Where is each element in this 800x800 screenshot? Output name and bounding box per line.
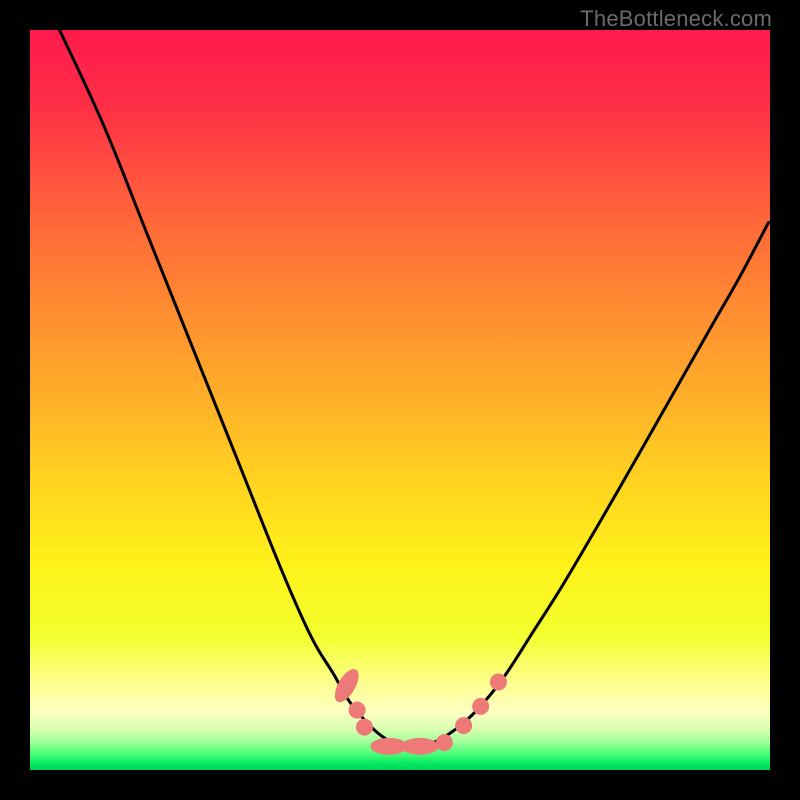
marker-dot-4 — [402, 738, 438, 754]
marker-dot-0 — [331, 666, 363, 705]
marker-dot-7 — [473, 698, 489, 714]
marker-dot-6 — [456, 718, 472, 734]
marker-dot-2 — [356, 719, 372, 735]
marker-dot-1 — [349, 702, 365, 718]
bottleneck-markers — [0, 0, 800, 800]
marker-dot-8 — [490, 674, 506, 690]
marker-dot-5 — [436, 735, 452, 751]
